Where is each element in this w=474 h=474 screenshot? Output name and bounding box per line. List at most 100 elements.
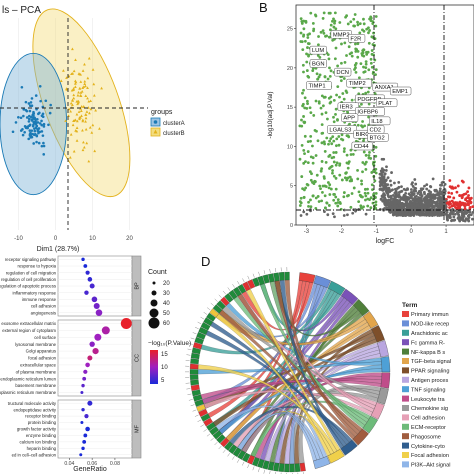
volcano-point — [356, 23, 360, 27]
volcano-point — [320, 123, 324, 127]
volcano-point — [385, 165, 388, 169]
volcano-point — [332, 120, 336, 124]
chord-gene-tick — [218, 445, 222, 450]
chord-gene-tick — [197, 419, 202, 422]
pca-point — [28, 104, 32, 108]
volcano-point — [345, 14, 348, 18]
volcano-point — [416, 192, 420, 195]
volcano-point — [305, 99, 309, 103]
volcano-point — [409, 188, 413, 191]
volcano-point — [301, 102, 305, 106]
volcano-point — [399, 208, 403, 211]
volcano-point — [369, 61, 373, 65]
volcano-point — [349, 20, 353, 24]
chord-gene-arc — [212, 304, 223, 314]
pca-point — [81, 118, 85, 122]
volcano-point — [332, 193, 336, 196]
pca-point — [72, 87, 76, 90]
volcano-point — [384, 179, 388, 183]
volcano-point — [329, 23, 333, 27]
volcano-point — [471, 205, 474, 209]
volcano-point — [357, 190, 361, 194]
volcano-point — [371, 22, 375, 26]
volcano-point — [302, 27, 306, 31]
volcano-point — [370, 65, 374, 69]
volcano-point — [305, 106, 309, 110]
go-facets: BP receptor signaling pathway response to … — [0, 255, 142, 459]
volcano-point — [424, 205, 428, 209]
volcano-point — [419, 213, 423, 217]
chord-gene-arc — [216, 434, 226, 444]
chord-legend-label-3: Fc gamma R- — [411, 340, 445, 346]
chord-gene-tick — [190, 404, 195, 407]
chord-legend-label-16: PI3K–Akt signal — [411, 463, 451, 469]
volcano-point — [458, 206, 462, 210]
go-term-label: receptor binding — [25, 414, 56, 419]
pca-point — [17, 115, 20, 119]
volcano-point — [369, 196, 373, 200]
volcano-gene-label-bgn: BGN — [312, 62, 325, 68]
chord-gene-tick — [247, 464, 250, 469]
volcano-point — [409, 195, 413, 199]
volcano-point — [397, 180, 401, 184]
volcano-point — [366, 204, 370, 208]
chord-gene-tick — [188, 399, 193, 401]
pca-point — [81, 128, 84, 132]
go-dot — [91, 296, 98, 303]
pca-point — [27, 120, 31, 123]
volcano-gene-label-app: APP — [343, 116, 355, 122]
volcano-point — [390, 171, 393, 174]
volcano-point — [346, 166, 350, 170]
pca-point — [42, 141, 45, 145]
volcano-point — [460, 179, 464, 183]
chord-gene-tick — [192, 332, 197, 335]
volcano-point — [334, 151, 338, 154]
volcano-point — [453, 209, 457, 213]
chord-term-arc — [340, 439, 358, 456]
chord-gene-arc — [196, 404, 206, 412]
volcano-point — [315, 72, 319, 76]
chord-term-arc — [327, 280, 346, 296]
volcano-gene-label-dcn: DCN — [336, 70, 349, 76]
volcano-point — [384, 169, 388, 172]
volcano-point — [334, 201, 338, 205]
volcano-point — [317, 200, 321, 203]
pca-point — [74, 58, 77, 61]
volcano-point — [370, 49, 374, 52]
volcano-gene-box — [309, 59, 327, 68]
volcano-point — [403, 203, 406, 207]
volcano-point — [325, 136, 329, 140]
volcano-gene-box — [376, 98, 398, 108]
chord-gene-tick — [186, 388, 191, 390]
go-dot — [89, 283, 95, 289]
chord-gene-arc — [209, 308, 219, 318]
volcano-point — [316, 54, 320, 57]
pca-point — [32, 114, 35, 117]
pca-point — [36, 121, 40, 124]
volcano-point — [309, 11, 313, 15]
volcano-point — [441, 212, 445, 216]
volcano-point — [362, 70, 366, 74]
volcano-point — [467, 203, 470, 207]
chord-gene-arc — [209, 426, 219, 436]
volcano-point — [414, 182, 418, 186]
chord-gene-arc — [220, 296, 230, 307]
volcano-gene-label-lum: LUM — [312, 48, 324, 54]
volcano-point — [351, 153, 355, 156]
chord-gene-tick — [269, 268, 271, 273]
volcano-point — [318, 184, 322, 188]
pca-point — [80, 89, 84, 93]
chord-gene-tick — [192, 409, 197, 412]
volcano-point — [317, 75, 321, 79]
volcano-point — [327, 11, 331, 15]
pca-point — [27, 137, 30, 141]
chord-gene-arc — [278, 463, 285, 472]
pca-point — [86, 76, 90, 80]
volcano-point — [438, 187, 442, 191]
volcano-point — [426, 210, 430, 214]
pca-x-label: Dim1 (28.7%) — [37, 246, 80, 253]
volcano-point — [389, 194, 393, 198]
pca-point — [71, 99, 75, 102]
pca-point — [89, 107, 93, 111]
volcano-point — [306, 161, 310, 165]
